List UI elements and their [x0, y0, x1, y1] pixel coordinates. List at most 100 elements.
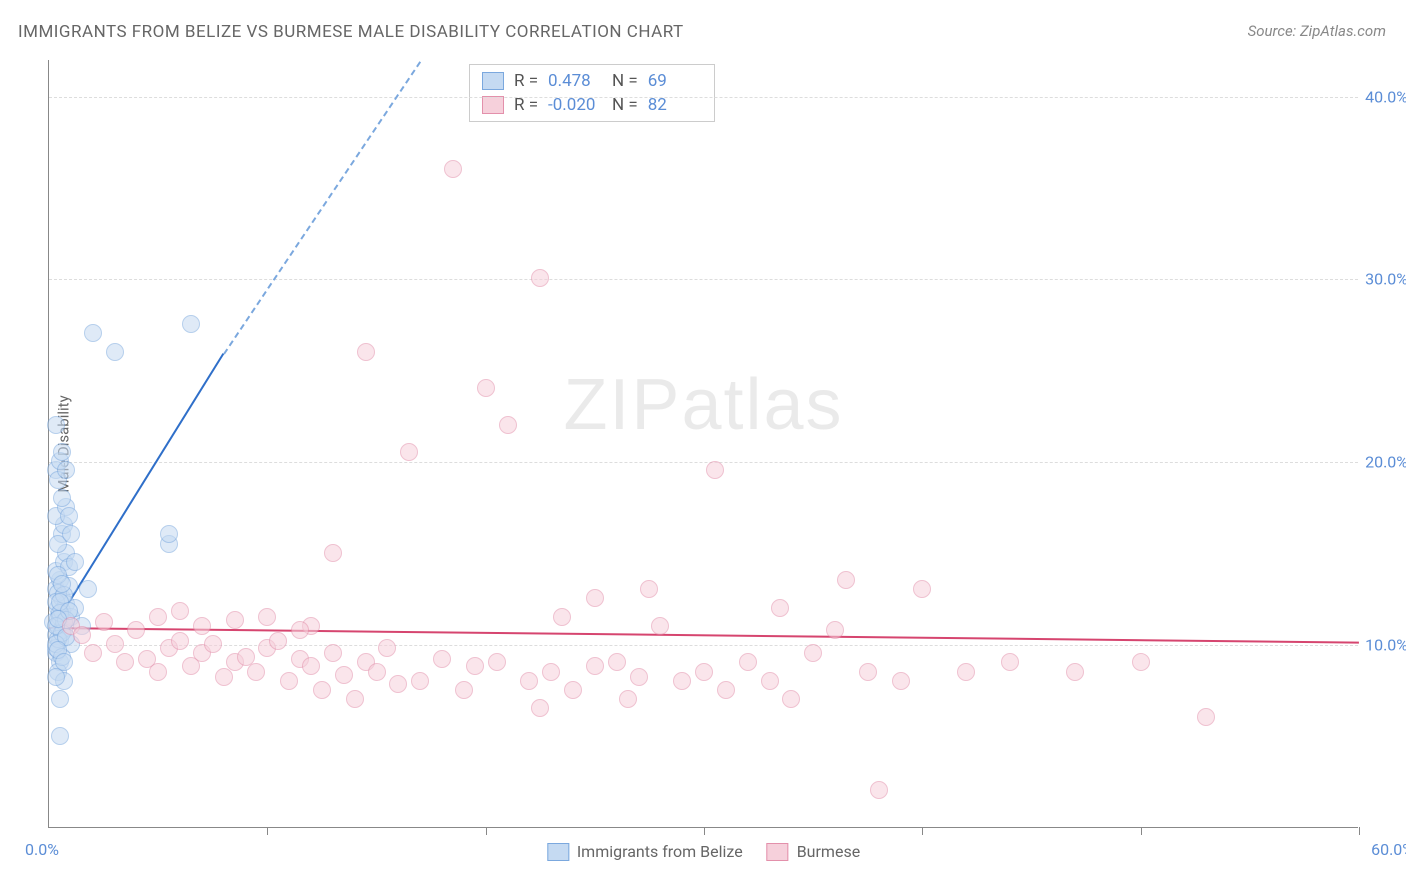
data-point [84, 644, 102, 662]
data-point [62, 525, 80, 543]
trend-line [223, 60, 421, 354]
chart-container: IMMIGRANTS FROM BELIZE VS BURMESE MALE D… [0, 0, 1406, 892]
data-point [651, 617, 669, 635]
data-point [171, 632, 189, 650]
y-tick-label: 20.0% [1348, 453, 1406, 472]
data-point [302, 657, 320, 675]
trend-line [49, 627, 1359, 644]
data-point [695, 663, 713, 681]
data-point [761, 672, 779, 690]
data-point [1132, 653, 1150, 671]
data-point [368, 663, 386, 681]
x-tick [1359, 827, 1360, 835]
data-point [717, 681, 735, 699]
data-point [630, 668, 648, 686]
data-point [826, 621, 844, 639]
legend-swatch-belize [482, 72, 504, 90]
data-point [160, 525, 178, 543]
data-point [357, 343, 375, 361]
y-tick-label: 30.0% [1348, 270, 1406, 289]
gridline [49, 97, 1358, 98]
data-point [106, 635, 124, 653]
data-point [531, 699, 549, 717]
data-point [870, 781, 888, 799]
data-point [182, 315, 200, 333]
data-point [313, 681, 331, 699]
data-point [771, 599, 789, 617]
trend-line [53, 353, 225, 628]
x-tick [1141, 827, 1142, 835]
data-point [957, 663, 975, 681]
chart-title: IMMIGRANTS FROM BELIZE VS BURMESE MALE D… [18, 22, 684, 42]
data-point [171, 602, 189, 620]
legend-item-belize: Immigrants from Belize [547, 842, 743, 861]
data-point [95, 613, 113, 631]
data-point [226, 611, 244, 629]
plot-area: Male Disability ZIPatlas R = 0.478 N = 6… [48, 60, 1358, 828]
data-point [53, 489, 71, 507]
data-point [79, 580, 97, 598]
data-point [706, 461, 724, 479]
x-tick [486, 827, 487, 835]
data-point [455, 681, 473, 699]
data-point [116, 653, 134, 671]
data-point [488, 653, 506, 671]
data-point [258, 608, 276, 626]
x-tick [267, 827, 268, 835]
data-point [619, 690, 637, 708]
y-tick-label: 10.0% [1348, 636, 1406, 655]
x-tick [704, 827, 705, 835]
data-point [55, 653, 73, 671]
y-tick-label: 40.0% [1348, 87, 1406, 106]
data-point [291, 621, 309, 639]
data-point [53, 443, 71, 461]
legend-row-belize: R = 0.478 N = 69 [482, 69, 702, 93]
data-point [564, 681, 582, 699]
series-legend: Immigrants from Belize Burmese [547, 842, 860, 861]
data-point [542, 663, 560, 681]
data-point [247, 663, 265, 681]
data-point [47, 416, 65, 434]
data-point [84, 324, 102, 342]
data-point [346, 690, 364, 708]
data-point [193, 617, 211, 635]
data-point [586, 589, 604, 607]
gridline [49, 279, 1358, 280]
data-point [553, 608, 571, 626]
data-point [411, 672, 429, 690]
legend-label: Immigrants from Belize [577, 842, 743, 861]
data-point [913, 580, 931, 598]
data-point [739, 653, 757, 671]
data-point [389, 675, 407, 693]
data-point [51, 690, 69, 708]
data-point [586, 657, 604, 675]
x-tick-label-max: 60.0% [1371, 840, 1406, 859]
legend-label: Burmese [797, 842, 860, 861]
data-point [215, 668, 233, 686]
data-point [673, 672, 691, 690]
data-point [859, 663, 877, 681]
data-point [804, 644, 822, 662]
data-point [60, 507, 78, 525]
gridline [49, 462, 1358, 463]
x-tick [922, 827, 923, 835]
watermark: ZIPatlas [563, 364, 843, 446]
data-point [640, 580, 658, 598]
data-point [73, 626, 91, 644]
data-point [280, 672, 298, 690]
data-point [466, 657, 484, 675]
data-point [477, 379, 495, 397]
gridline [49, 645, 1358, 646]
data-point [53, 575, 71, 593]
data-point [204, 635, 222, 653]
legend-swatch-icon [547, 843, 569, 861]
data-point [1001, 653, 1019, 671]
data-point [149, 663, 167, 681]
data-point [400, 443, 418, 461]
source-attribution: Source: ZipAtlas.com [1248, 22, 1386, 40]
data-point [324, 644, 342, 662]
data-point [433, 650, 451, 668]
legend-item-burmese: Burmese [767, 842, 860, 861]
data-point [324, 544, 342, 562]
data-point [269, 632, 287, 650]
